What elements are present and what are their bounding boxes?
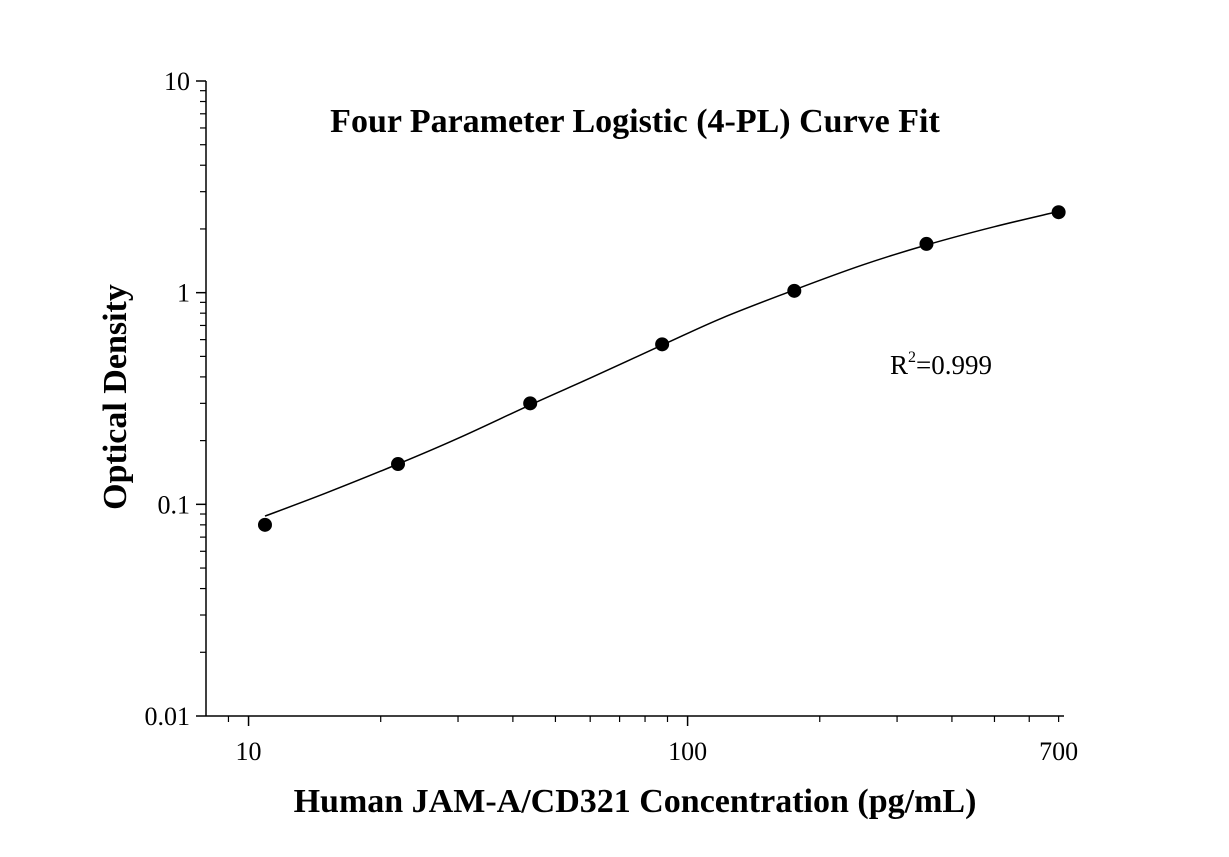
data-point bbox=[257, 517, 272, 532]
x-tick-label: 100 bbox=[668, 737, 707, 766]
r-squared-annotation: R2=0.999 bbox=[890, 349, 992, 380]
data-point bbox=[787, 283, 802, 298]
tick-labels: 0.01 0.1 1 10 10 100 700 bbox=[145, 67, 1079, 766]
data-point bbox=[391, 457, 406, 472]
data-point bbox=[523, 396, 538, 411]
x-tick-label: 10 bbox=[236, 737, 262, 766]
ticks bbox=[196, 80, 1060, 726]
y-tick-label: 0.01 bbox=[145, 702, 191, 731]
x-axis-title: Human JAM-A/CD321 Concentration (pg/mL) bbox=[294, 783, 977, 820]
x-tick-label: 700 bbox=[1039, 737, 1078, 766]
y-tick-label: 1 bbox=[177, 279, 190, 308]
y-tick-label: 0.1 bbox=[158, 490, 191, 519]
axes bbox=[205, 81, 1064, 717]
y-axis-title: Optical Density bbox=[97, 284, 134, 510]
data-point bbox=[919, 236, 934, 251]
chart-title: Four Parameter Logistic (4-PL) Curve Fit bbox=[330, 103, 940, 140]
r-squared-value: =0.999 bbox=[916, 350, 992, 380]
y-tick-label: 10 bbox=[164, 67, 190, 96]
data-points bbox=[257, 205, 1066, 532]
r-squared-sup: 2 bbox=[908, 349, 916, 366]
data-point bbox=[1051, 205, 1066, 220]
r-squared-base: R bbox=[890, 350, 908, 380]
data-point bbox=[655, 337, 670, 352]
